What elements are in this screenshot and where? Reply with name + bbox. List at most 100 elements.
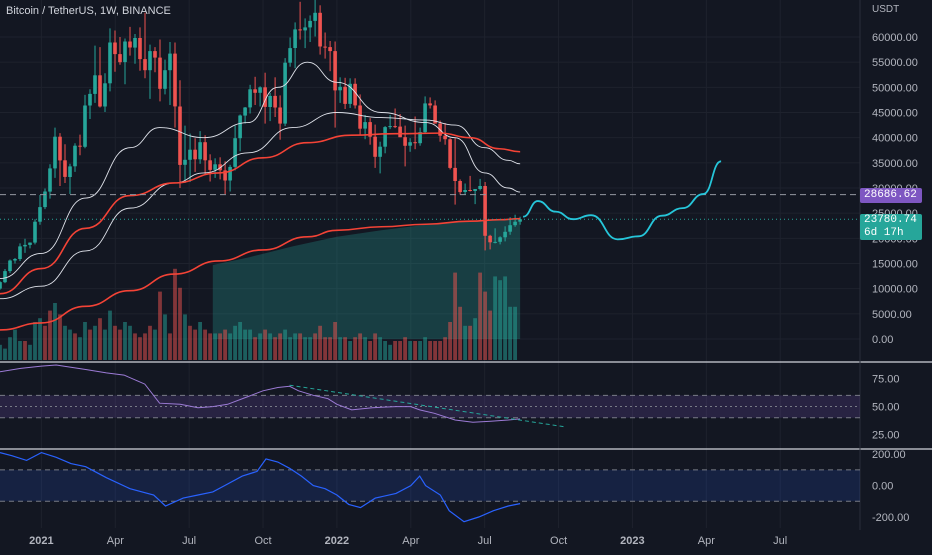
candle-body xyxy=(58,136,62,161)
candle-body xyxy=(28,242,32,245)
time-axis-tick: Jul xyxy=(478,535,492,547)
volume-bar xyxy=(443,337,447,360)
candle-body xyxy=(53,136,57,169)
candle-body xyxy=(258,87,262,93)
candle-body xyxy=(68,166,72,177)
candle-body xyxy=(173,53,177,107)
candle-body xyxy=(458,181,462,193)
volume-bar xyxy=(508,306,512,360)
moving-average-red-2 xyxy=(0,132,521,295)
price-axis-tick: 10000.00 xyxy=(872,284,918,296)
axis-currency-label: USDT xyxy=(872,4,900,15)
volume-bar xyxy=(293,333,297,360)
rsi-axis-tick: 25.00 xyxy=(872,430,900,442)
volume-bar xyxy=(413,341,417,360)
volume-bar xyxy=(58,314,62,360)
volume-bar xyxy=(93,325,97,360)
time-axis-tick: 2021 xyxy=(29,535,53,547)
last-price-tag[interactable]: 23780.74 6d 17h xyxy=(860,214,922,240)
volume-bar xyxy=(418,341,422,360)
rsi-axis-tick: 75.00 xyxy=(872,374,900,386)
projection-path xyxy=(522,160,722,241)
candle-body xyxy=(268,95,272,107)
candle-body xyxy=(278,107,282,124)
candle-body xyxy=(8,260,12,272)
volume-bar xyxy=(303,337,307,360)
volume-bar xyxy=(3,348,7,360)
candle-body xyxy=(298,29,302,31)
time-axis-tick: Apr xyxy=(698,535,715,547)
moving-average-medium xyxy=(0,112,521,300)
time-axis-tick: Jul xyxy=(773,535,787,547)
volume-bar xyxy=(273,337,277,360)
candle-body xyxy=(503,231,507,238)
candle-body xyxy=(113,42,117,55)
volume-bar xyxy=(103,329,107,360)
candle-body xyxy=(138,38,142,60)
candle-body xyxy=(263,87,267,107)
volume-bar xyxy=(313,333,317,360)
volume-bar xyxy=(263,329,267,360)
volume-bar xyxy=(173,268,177,360)
volume-bar xyxy=(113,325,117,360)
volume-bar xyxy=(408,341,412,360)
candle-body xyxy=(198,142,202,160)
candle-body xyxy=(243,107,247,116)
candle-body xyxy=(238,115,242,139)
candle-body xyxy=(493,241,497,243)
time-axis-tick: Oct xyxy=(550,535,567,547)
candle-body xyxy=(498,237,502,242)
candle-body xyxy=(488,235,492,243)
candle-body xyxy=(363,122,367,129)
volume-bar xyxy=(453,272,457,360)
volume-bar xyxy=(253,337,257,360)
volume-bar xyxy=(388,344,392,360)
volume-bar xyxy=(373,333,377,360)
price-axis-tick: 60000.00 xyxy=(872,32,918,44)
candle-body xyxy=(353,83,357,106)
candle-body xyxy=(3,271,7,283)
volume-bar xyxy=(338,337,342,360)
candle-body xyxy=(368,122,372,137)
price-axis-tick: 0.00 xyxy=(872,334,893,346)
volume-bar xyxy=(493,276,497,360)
volume-bar xyxy=(198,322,202,360)
volume-bar xyxy=(163,314,167,360)
candle-body xyxy=(163,70,167,89)
volume-bar xyxy=(188,325,192,360)
candle-body xyxy=(273,95,277,108)
candle-body xyxy=(418,132,422,144)
volume-bar xyxy=(168,333,172,360)
volume-bar xyxy=(148,325,152,360)
volume-bar xyxy=(333,322,337,360)
candle-body xyxy=(463,190,467,192)
candle-body xyxy=(453,167,457,181)
candle-body xyxy=(378,146,382,157)
volume-bar xyxy=(363,337,367,360)
time-axis-tick: Apr xyxy=(402,535,419,547)
candle-body xyxy=(398,126,402,138)
volume-bar xyxy=(323,337,327,360)
alert-price-tag[interactable]: 28686.62 xyxy=(860,188,922,203)
candle-body xyxy=(518,219,522,222)
volume-bar xyxy=(318,325,322,360)
volume-bar xyxy=(8,337,12,360)
candle-body xyxy=(213,164,217,170)
volume-bar xyxy=(348,341,352,360)
volume-bar xyxy=(433,341,437,360)
candle-body xyxy=(223,170,227,181)
candle-body xyxy=(323,46,327,48)
volume-bar xyxy=(118,329,122,360)
volume-bar xyxy=(278,333,282,360)
candle-body xyxy=(153,51,157,58)
candle-body xyxy=(413,142,417,144)
candle-body xyxy=(308,20,312,28)
candle-body xyxy=(73,145,77,167)
candle-body xyxy=(188,149,192,160)
volume-bar xyxy=(478,272,482,360)
volume-bar xyxy=(298,333,302,360)
bar-countdown: 6d 17h xyxy=(864,227,904,239)
candle-body xyxy=(228,166,232,181)
